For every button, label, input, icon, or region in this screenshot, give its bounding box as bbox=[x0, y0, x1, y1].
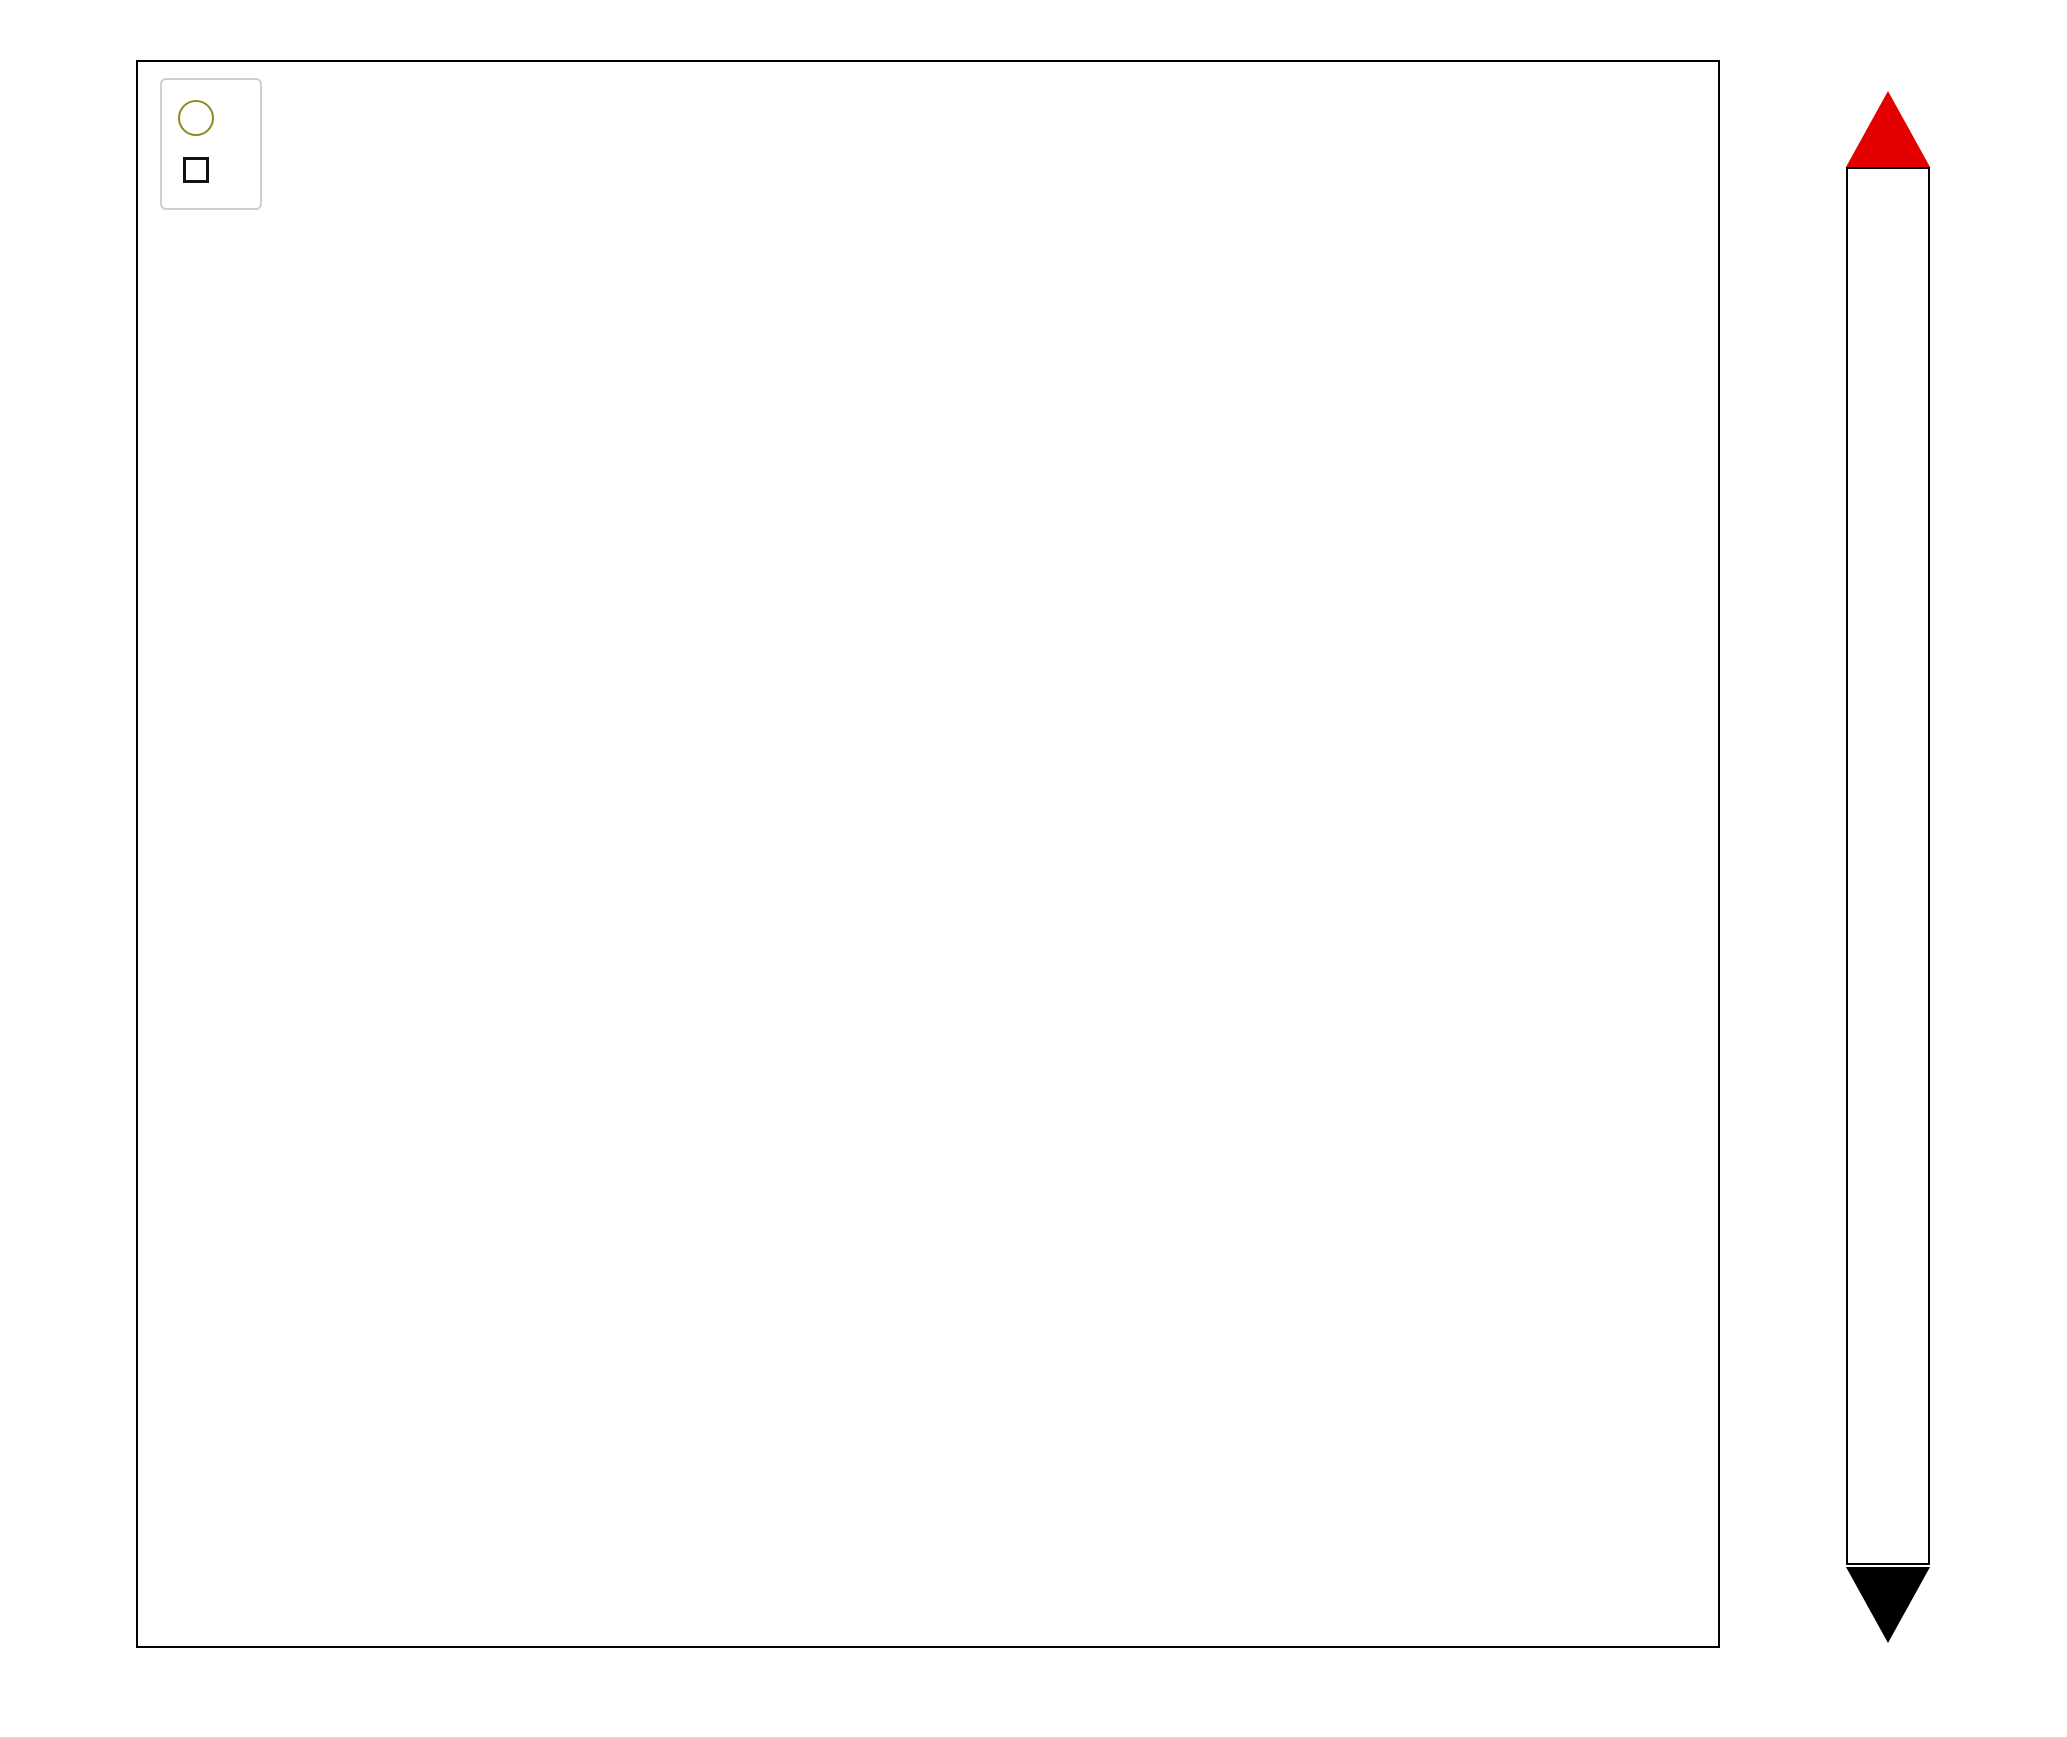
colorbar-under-arrow-icon bbox=[1846, 1567, 1930, 1643]
legend-item-maxdoas bbox=[178, 144, 234, 196]
no2-heatmap-canvas bbox=[138, 62, 1718, 1646]
legend-item-pandora bbox=[178, 92, 234, 144]
pandora-circle-marker-icon bbox=[178, 100, 214, 136]
colorbar-over-arrow-icon bbox=[1846, 91, 1930, 167]
colorbar bbox=[1846, 167, 1930, 1565]
maxdoas-square-marker-icon bbox=[183, 157, 209, 183]
plot-area bbox=[136, 60, 1720, 1648]
legend bbox=[160, 78, 262, 210]
